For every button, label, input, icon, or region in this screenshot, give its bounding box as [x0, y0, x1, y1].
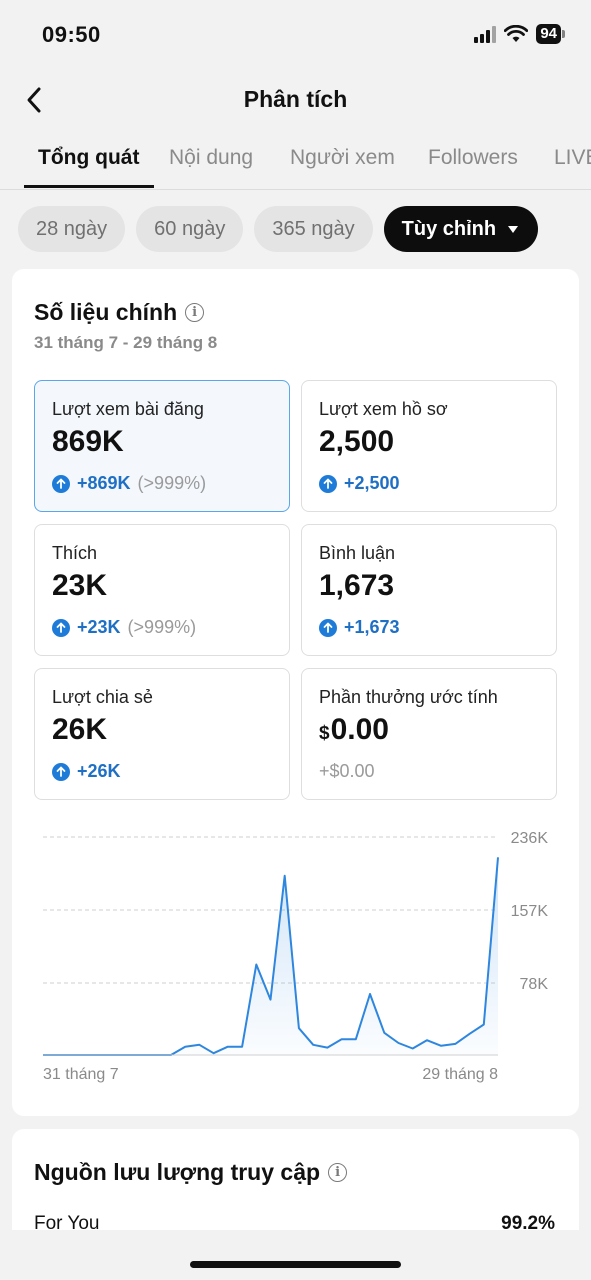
arrow-up-icon [319, 618, 337, 637]
filter-label: 60 ngày [154, 217, 226, 240]
tab-followers[interactable]: Followers [428, 146, 518, 169]
filter-60-days[interactable]: 60 ngày [136, 206, 244, 252]
change-percent: (>999%) [137, 473, 207, 493]
arrow-up-icon [52, 762, 70, 781]
metric-profile-views[interactable]: Lượt xem hồ sơ 2,500 +2,500 [301, 380, 557, 512]
change-percent: (>999%) [127, 617, 197, 637]
y-tick-label: 236K [511, 830, 549, 847]
metric-value: 2,500 [319, 425, 395, 458]
x-tick-label-start: 31 tháng 7 [43, 1066, 119, 1083]
metric-value: 26K [52, 713, 108, 746]
info-icon[interactable]: i [328, 1163, 348, 1182]
change-value: +26K [77, 761, 121, 781]
tab-indicator [24, 185, 154, 188]
tab-overview[interactable]: Tổng quát [38, 146, 140, 169]
change-value: +$0.00 [319, 761, 375, 781]
metric-label: Thích [52, 543, 98, 563]
filter-label: 28 ngày [36, 217, 108, 240]
metric-change: +2,500 [319, 473, 400, 494]
status-icons: 94 [474, 24, 565, 44]
filter-label: 365 ngày [272, 217, 355, 240]
metric-label: Lượt xem bài đăng [52, 399, 204, 419]
tab-content[interactable]: Nội dung [169, 146, 254, 169]
change-value: +1,673 [344, 617, 400, 637]
date-filter-bar: 28 ngày 60 ngày 365 ngày Tùy chỉnh [18, 206, 539, 252]
status-time: 09:50 [42, 22, 101, 47]
traffic-row: For You 99.2% [34, 1213, 555, 1230]
metric-value-number: 0.00 [330, 713, 389, 746]
traffic-source-card: Nguồn lưu lượng truy cập i For You 99.2% [12, 1129, 579, 1230]
battery-level: 94 [536, 24, 561, 44]
views-chart: 236K 157K 78K 31 tháng 7 29 tháng 8 [42, 830, 549, 1083]
metric-label: Bình luận [319, 543, 396, 563]
metric-value: $0.00 [319, 713, 389, 747]
filter-28-days[interactable]: 28 ngày [18, 206, 126, 252]
change-value: +23K [77, 617, 121, 637]
metric-label: Lượt xem hồ sơ [319, 399, 448, 419]
tab-live[interactable]: LIVE [554, 146, 591, 169]
metric-comments[interactable]: Bình luận 1,673 +1,673 [301, 524, 557, 656]
home-indicator[interactable] [190, 1261, 401, 1268]
chart-area [43, 857, 498, 1055]
section-title: Nguồn lưu lượng truy cập i [34, 1159, 348, 1186]
arrow-up-icon [52, 474, 70, 493]
metric-label: Lượt chia sẻ [52, 687, 153, 707]
metric-shares[interactable]: Lượt chia sẻ 26K +26K [34, 668, 290, 800]
metric-likes[interactable]: Thích 23K +23K (>999%) [34, 524, 290, 656]
traffic-label: For You [34, 1213, 100, 1230]
section-title: Số liệu chính i [34, 299, 205, 326]
metric-value: 869K [52, 425, 124, 458]
status-bar: 09:50 94 [0, 0, 591, 70]
x-tick-label-end: 29 tháng 8 [422, 1066, 498, 1083]
metric-post-views[interactable]: Lượt xem bài đăng 869K +869K (>999%) [34, 380, 290, 512]
metric-change: +$0.00 [319, 761, 375, 782]
date-range: 31 tháng 7 - 29 tháng 8 [34, 333, 218, 352]
filter-365-days[interactable]: 365 ngày [254, 206, 373, 252]
battery-icon: 94 [536, 24, 565, 44]
back-button[interactable] [18, 82, 50, 118]
section-title-text: Số liệu chính [34, 299, 178, 325]
header: Phân tích [0, 72, 591, 128]
tab-bar: Tổng quát Nội dung Người xem Followers L… [0, 132, 591, 190]
metric-value: 1,673 [319, 569, 395, 602]
chevron-left-icon [27, 87, 41, 113]
signal-icon [474, 25, 497, 43]
arrow-up-icon [52, 618, 70, 637]
metric-change: +23K (>999%) [52, 617, 196, 638]
caret-down-icon [508, 225, 519, 233]
traffic-value: 99.2% [501, 1213, 555, 1230]
section-title-text: Nguồn lưu lượng truy cập [34, 1159, 321, 1185]
filter-label: Tùy chỉnh [401, 217, 497, 240]
y-tick-label: 78K [520, 976, 549, 993]
metric-estimated-rewards[interactable]: Phần thưởng ước tính $0.00 +$0.00 [301, 668, 557, 800]
y-tick-label: 157K [511, 903, 549, 920]
metric-change: +1,673 [319, 617, 400, 638]
currency-symbol: $ [319, 723, 330, 744]
metric-value: 23K [52, 569, 108, 602]
page-title: Phân tích [243, 86, 348, 112]
filter-custom[interactable]: Tùy chỉnh [383, 206, 539, 252]
metric-label: Phần thưởng ước tính [319, 687, 498, 707]
key-metrics-card: Số liệu chính i 31 tháng 7 - 29 tháng 8 … [12, 269, 579, 1116]
change-value: +869K [77, 473, 131, 493]
change-value: +2,500 [344, 473, 400, 493]
info-icon[interactable]: i [185, 303, 205, 322]
wifi-icon [504, 25, 529, 42]
arrow-up-icon [319, 474, 337, 493]
tab-viewers[interactable]: Người xem [290, 146, 395, 169]
metric-change: +869K (>999%) [52, 473, 206, 494]
home-area [0, 1230, 591, 1280]
metric-change: +26K [52, 761, 121, 782]
